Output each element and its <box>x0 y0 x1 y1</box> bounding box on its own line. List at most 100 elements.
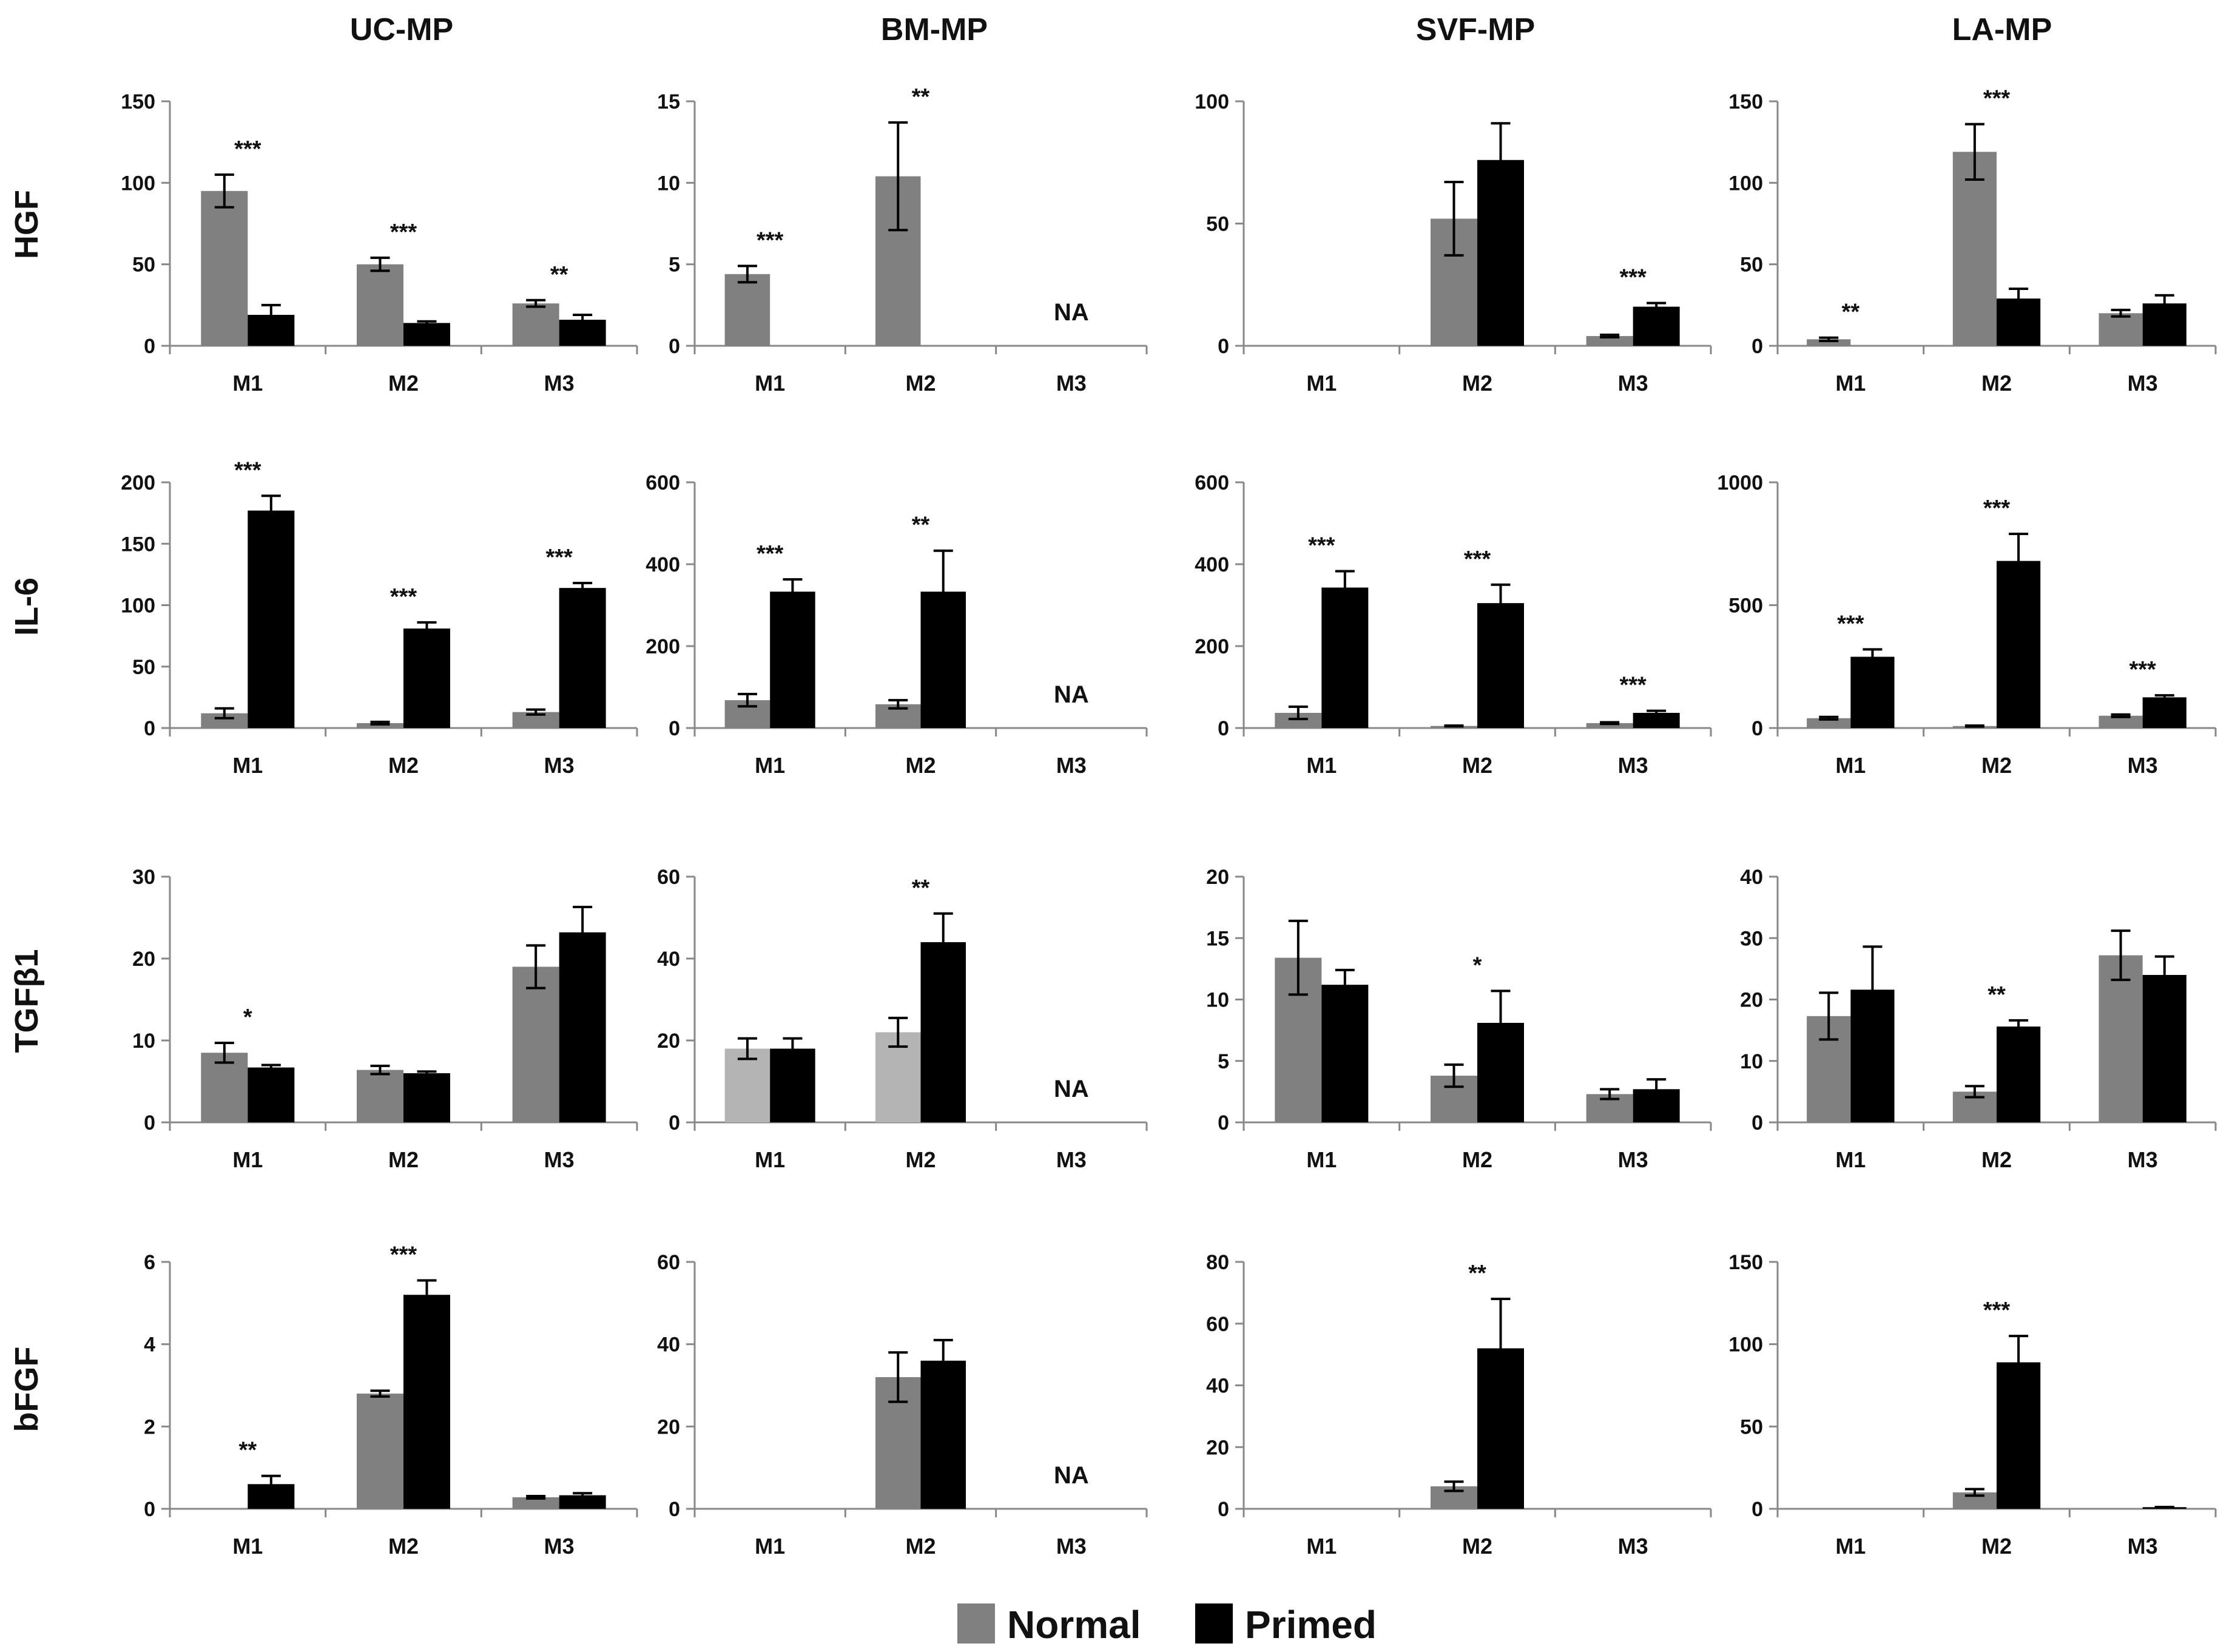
bar-normal-m1 <box>724 1048 770 1122</box>
x-tick-label-m3: M3 <box>2128 1147 2158 1172</box>
bar-primed-m1 <box>1850 656 1895 728</box>
y-tick-label: 10 <box>657 172 680 195</box>
x-tick-label-m2: M2 <box>1462 1534 1492 1559</box>
bar-normal-m1 <box>201 1053 248 1122</box>
bar-normal-m1 <box>1807 718 1851 728</box>
y-tick-label: 10 <box>1740 1050 1763 1073</box>
bar-primed-m1 <box>770 592 815 728</box>
x-tick-label-m3: M3 <box>2128 371 2158 396</box>
bar-normal-m1 <box>201 190 248 346</box>
significance-mark: ** <box>912 84 930 110</box>
y-tick-label: 0 <box>1218 717 1229 740</box>
bar-primed-m3 <box>2142 697 2186 728</box>
significance-mark: *** <box>2129 657 2156 683</box>
y-tick-label: 0 <box>1752 1498 1763 1521</box>
legend: Normal Primed <box>957 1603 1377 1647</box>
significance-mark: *** <box>390 1242 417 1268</box>
significance-mark: *** <box>390 584 417 610</box>
x-tick-label-m1: M1 <box>232 1147 263 1172</box>
bar-normal-m1 <box>1807 339 1851 346</box>
y-tick-label: 6 <box>144 1251 155 1274</box>
y-tick-label: 50 <box>1740 1415 1763 1438</box>
significance-mark: *** <box>1983 86 2011 112</box>
y-tick-label: 600 <box>1195 471 1229 494</box>
bar-normal-m2 <box>357 1070 403 1122</box>
y-tick-label: 0 <box>669 717 680 740</box>
y-tick-label: 200 <box>121 471 155 494</box>
y-tick-label: 0 <box>144 1111 155 1134</box>
bar-normal-m3 <box>1586 723 1633 728</box>
row-label-bfgf: bFGF <box>8 1347 45 1432</box>
significance-mark: *** <box>1619 265 1647 290</box>
panel-bfgf-svf-mp: 0 20 40 60 80 M1 M2 M3 ** <box>1206 1251 1712 1559</box>
bar-primed-m1 <box>248 510 295 728</box>
y-tick-label: 150 <box>1728 1251 1763 1274</box>
y-tick-label: 2 <box>144 1415 155 1438</box>
x-tick-label-m2: M2 <box>1981 1147 2012 1172</box>
bar-normal-m2 <box>1952 152 1997 346</box>
x-tick-label-m2: M2 <box>905 753 936 778</box>
row-label-hgf: HGF <box>8 190 45 259</box>
bar-primed-m3 <box>2142 975 2186 1122</box>
y-tick-label: 15 <box>1206 927 1229 950</box>
x-tick-label-m1: M1 <box>232 371 263 396</box>
y-tick-label: 200 <box>1195 635 1229 658</box>
significance-mark: *** <box>1983 496 2011 521</box>
y-tick-label: 40 <box>1206 1375 1229 1398</box>
y-tick-label: 5 <box>1218 1050 1229 1073</box>
y-tick-label: 60 <box>657 1251 680 1274</box>
significance-mark: *** <box>545 545 573 570</box>
bar-normal-m3 <box>1586 335 1633 346</box>
panel-tgfb1-bm-mp: 0 20 40 60 M1 M2 M3 ** NA <box>657 866 1148 1172</box>
y-tick-label: 20 <box>132 948 155 971</box>
y-tick-label: 40 <box>1740 866 1763 889</box>
x-tick-label-m1: M1 <box>232 1534 263 1559</box>
bar-normal-m3 <box>2099 313 2143 346</box>
x-tick-label-m3: M3 <box>2128 1534 2158 1559</box>
panel-bfgf-bm-mp: 0 20 40 60 M1 M2 M3 NA <box>657 1251 1148 1559</box>
panel-hgf-svf-mp: 0 50 100 M1 M2 M3 *** <box>1195 90 1712 396</box>
significance-mark: *** <box>390 220 417 245</box>
significance-mark: ** <box>550 262 568 288</box>
x-tick-label-m3: M3 <box>544 1534 575 1559</box>
bar-primed-m2 <box>403 1295 450 1509</box>
legend-swatch-primed <box>1195 1603 1233 1644</box>
x-tick-label-m2: M2 <box>1462 371 1492 396</box>
x-tick-label-m2: M2 <box>905 1147 936 1172</box>
bar-normal-m3 <box>512 303 559 346</box>
x-tick-label-m2: M2 <box>905 371 936 396</box>
x-tick-label-m1: M1 <box>1835 1534 1866 1559</box>
na-label: NA <box>1054 681 1089 708</box>
y-tick-label: 0 <box>1752 335 1763 358</box>
x-tick-label-m3: M3 <box>544 371 575 396</box>
column-title-uc-mp: UC-MP <box>350 12 453 47</box>
y-tick-label: 60 <box>657 866 680 889</box>
x-tick-label-m1: M1 <box>755 371 785 396</box>
legend-swatch-normal <box>957 1603 995 1644</box>
y-tick-label: 30 <box>1740 927 1763 950</box>
y-tick-label: 0 <box>1218 335 1229 358</box>
row-label-il-6: IL-6 <box>8 578 45 636</box>
bar-primed-m3 <box>559 932 606 1122</box>
y-tick-label: 0 <box>1752 717 1763 740</box>
y-tick-label: 0 <box>1752 1111 1763 1134</box>
y-tick-label: 400 <box>646 553 680 576</box>
y-tick-label: 10 <box>132 1030 155 1053</box>
y-tick-label: 15 <box>657 90 680 113</box>
x-tick-label-m2: M2 <box>388 371 419 396</box>
significance-mark: ** <box>912 513 930 538</box>
y-tick-label: 40 <box>657 948 680 971</box>
x-tick-label-m2: M2 <box>388 753 419 778</box>
bar-normal-m3 <box>2099 715 2143 728</box>
y-tick-label: 0 <box>1218 1498 1229 1521</box>
na-label: NA <box>1054 299 1089 326</box>
significance-mark: *** <box>234 137 261 162</box>
bar-primed-m2 <box>403 323 450 346</box>
significance-mark: ** <box>912 875 930 901</box>
x-tick-label-m2: M2 <box>1981 1534 2012 1559</box>
significance-mark: *** <box>1619 673 1647 698</box>
